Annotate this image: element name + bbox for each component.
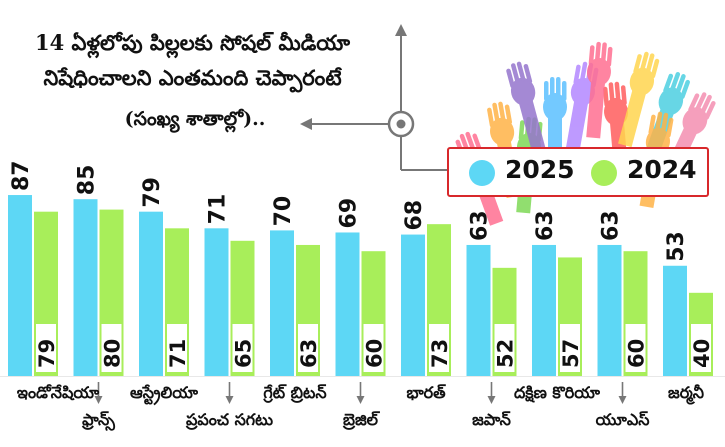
category-label: ఆస్ట్రేలియా bbox=[130, 383, 198, 402]
value-label-2024: 63 bbox=[297, 339, 321, 368]
category-label: జర్మనీ bbox=[668, 383, 704, 402]
value-label-bg bbox=[232, 324, 253, 372]
value-label-2024: 60 bbox=[625, 339, 649, 368]
value-label-bg bbox=[625, 324, 646, 372]
category-label: గ్రేట్ బ్రిటన్ bbox=[263, 383, 327, 402]
category-label: దక్షిణ కొరియా bbox=[514, 383, 600, 402]
value-label-bg bbox=[363, 324, 384, 372]
bar-2025 bbox=[335, 232, 360, 376]
chevron-down-icon bbox=[94, 396, 103, 404]
bar-2025 bbox=[73, 199, 98, 376]
category-label: జపాన్ bbox=[472, 410, 511, 429]
hand-icon bbox=[618, 51, 660, 148]
value-label-2024: 57 bbox=[559, 339, 583, 368]
value-label-2025: 85 bbox=[75, 165, 100, 196]
chevron-down-icon bbox=[225, 396, 234, 404]
category-label: ఫ్రాన్స్ bbox=[82, 410, 115, 429]
value-label-2024: 73 bbox=[428, 339, 452, 368]
value-label-bg bbox=[691, 324, 711, 372]
value-label-bg bbox=[36, 324, 56, 372]
title-line-3: (సంఖ్య శాతాల్లో).. bbox=[124, 108, 266, 130]
chevron-down-icon bbox=[356, 396, 365, 404]
value-label-2024: 71 bbox=[166, 339, 190, 368]
bar-2025 bbox=[466, 244, 491, 376]
value-label-2024: 80 bbox=[101, 339, 125, 368]
arrow-left-icon bbox=[300, 118, 312, 130]
value-label-bg bbox=[429, 324, 449, 372]
value-label-bg bbox=[167, 324, 187, 372]
value-label-2024: 52 bbox=[494, 339, 518, 368]
value-label-2024: 65 bbox=[232, 339, 256, 368]
value-label-2025: 63 bbox=[533, 210, 558, 241]
legend-swatch-2025 bbox=[469, 160, 495, 186]
value-label-2025: 70 bbox=[271, 196, 296, 227]
legend-label-2024: 2024 bbox=[627, 155, 697, 184]
legend-label-2025: 2025 bbox=[505, 155, 575, 184]
category-label: భారత్ bbox=[406, 383, 446, 402]
value-label-2024: 60 bbox=[363, 339, 387, 368]
legend: 2025 2024 bbox=[447, 147, 709, 197]
category-label: బ్రెజిల్ bbox=[342, 410, 379, 429]
bar-2025 bbox=[270, 230, 294, 376]
legend-swatch-2024 bbox=[591, 160, 617, 186]
value-label-bg bbox=[560, 324, 580, 372]
chevron-down-icon bbox=[618, 396, 627, 404]
bar-2025 bbox=[532, 244, 556, 376]
value-label-2024: 40 bbox=[690, 339, 714, 368]
title-line-1: 14 ఏళ్లలోపు పిల్లలకు సోషల్ మీడియా bbox=[35, 30, 350, 55]
hand-icon bbox=[586, 41, 613, 139]
value-label-2025: 68 bbox=[402, 200, 427, 231]
bar-2025 bbox=[663, 265, 687, 376]
category-label: ఇండోనేషియా bbox=[16, 383, 100, 402]
value-label-2025: 71 bbox=[206, 194, 231, 225]
bar-2025 bbox=[139, 211, 163, 376]
value-label-2025: 53 bbox=[664, 231, 689, 262]
value-label-2025: 63 bbox=[599, 210, 624, 241]
value-label-2025: 87 bbox=[9, 160, 34, 191]
title-line-2: నిషేధించాలని ఎంతమంది చెప్పారంటే bbox=[43, 65, 342, 90]
value-label-2025: 69 bbox=[337, 198, 362, 229]
bar-2025 bbox=[204, 228, 229, 376]
value-label-bg bbox=[298, 324, 318, 372]
hand-icon bbox=[506, 61, 547, 158]
value-label-2025: 63 bbox=[468, 210, 493, 241]
category-label: ప్రపంచ సగటు bbox=[185, 410, 274, 429]
value-label-2025: 79 bbox=[140, 177, 165, 208]
hand-icon bbox=[564, 61, 599, 159]
pointer-hub-dot bbox=[396, 119, 406, 129]
bar-2025 bbox=[597, 244, 622, 376]
chevron-down-icon bbox=[487, 396, 496, 404]
value-label-2024: 79 bbox=[35, 339, 59, 368]
arrow-up-icon bbox=[395, 24, 407, 36]
value-label-bg bbox=[101, 324, 122, 372]
bar-2025 bbox=[401, 234, 425, 376]
category-label: యూఎస్ bbox=[595, 410, 650, 429]
bar-2025 bbox=[8, 195, 32, 376]
value-label-bg bbox=[494, 324, 515, 372]
